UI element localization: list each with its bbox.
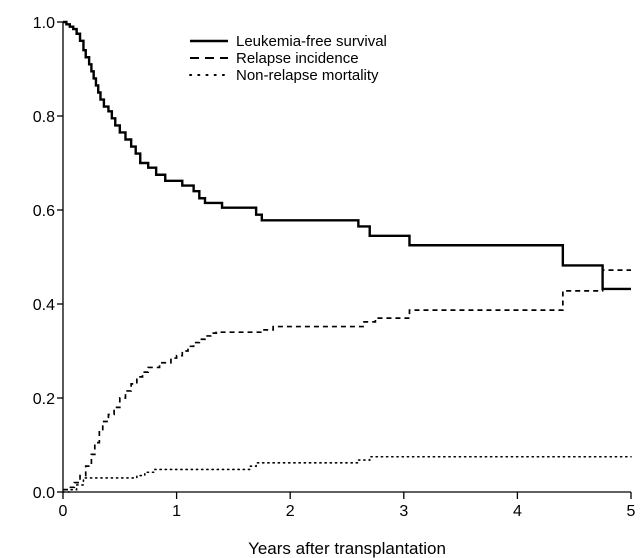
legend-label-relapse-incidence: Relapse incidence — [236, 50, 359, 67]
x-tick-label-0: 0 — [59, 503, 68, 520]
x-ticks: 0 1 2 3 4 5 — [59, 492, 636, 520]
y-tick-label-2: 0.4 — [33, 297, 55, 314]
y-tick-label-5: 1.0 — [33, 15, 55, 32]
legend-label-non-relapse-mortality: Non-relapse mortality — [236, 67, 379, 84]
series-line-relapse-incidence — [63, 269, 631, 491]
series-layer — [62, 20, 632, 493]
x-axis-title: Years after transplantation — [248, 539, 446, 558]
axes — [62, 22, 631, 493]
legend-label-leukemia-free-survival: Leukemia-free survival — [236, 33, 387, 50]
y-ticks: 0.0 0.2 0.4 0.6 0.8 1.0 — [33, 15, 63, 502]
x-tick-label-1: 1 — [172, 503, 181, 520]
legend: Leukemia-free survival Relapse incidence… — [189, 33, 387, 84]
y-tick-label-0: 0.0 — [33, 485, 55, 502]
x-tick-label-3: 3 — [399, 503, 408, 520]
legend-item-leukemia-free-survival: Leukemia-free survival — [190, 33, 387, 50]
x-tick-label-2: 2 — [286, 503, 295, 520]
x-tick-label-4: 4 — [513, 503, 522, 520]
legend-item-non-relapse-mortality: Non-relapse mortality — [189, 67, 379, 84]
x-tick-label-5: 5 — [627, 503, 636, 520]
y-tick-label-3: 0.6 — [33, 203, 55, 220]
series-line-leukemia-free-survival — [63, 20, 631, 291]
legend-item-relapse-incidence: Relapse incidence — [190, 50, 359, 67]
y-tick-label-1: 0.2 — [33, 391, 55, 408]
series-line-non-relapse-mortality — [62, 455, 632, 493]
y-tick-label-4: 0.8 — [33, 109, 55, 126]
